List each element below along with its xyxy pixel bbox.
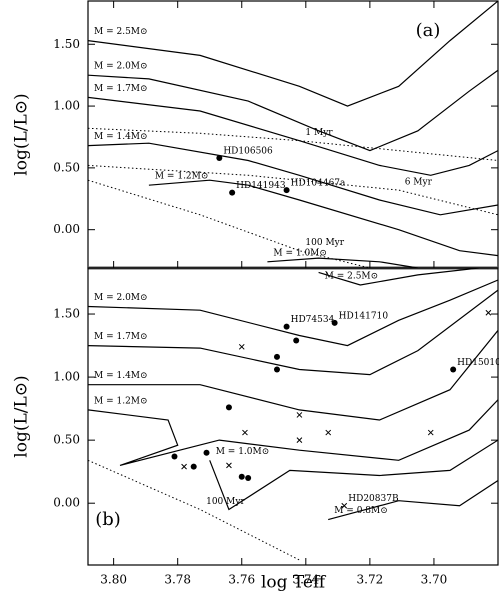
y-tick-label: 0.00 (53, 496, 80, 510)
star-point (225, 404, 232, 411)
track (88, 69, 498, 152)
track-label: M = 1.7M⊙ (94, 84, 148, 94)
track (88, 279, 498, 347)
track (88, 96, 498, 176)
track (88, 1, 498, 107)
isochrone-label: 6 Myr (405, 178, 433, 188)
isochrone (88, 179, 371, 268)
x-tick-label: 3.76 (228, 573, 255, 587)
star-label: HD74534 (291, 315, 335, 325)
track-label: M = 1.4M⊙ (94, 132, 148, 142)
track-label: M = 2.0M⊙ (94, 62, 148, 72)
star-cross (325, 429, 332, 436)
star-label: HD20837B (348, 494, 399, 504)
star-cross (485, 309, 492, 316)
track-label: M = 1.4M⊙ (94, 371, 148, 381)
track-label: M = 1.0M⊙ (273, 248, 327, 258)
y-tick-label: 1.50 (53, 37, 80, 51)
star-point (273, 366, 280, 373)
star-cross (238, 343, 245, 350)
star-label: HD106506 (223, 146, 273, 156)
x-tick-label: 3.78 (164, 573, 191, 587)
panel-label: (a) (416, 20, 441, 41)
track (267, 257, 418, 268)
y-tick-label: 1.50 (53, 307, 80, 321)
track-label: M = 1.7M⊙ (94, 332, 148, 342)
track (88, 330, 498, 421)
star-cross (296, 412, 303, 418)
y-tick-label: 0.00 (53, 222, 80, 236)
star-point (450, 366, 457, 373)
star-cross (242, 429, 248, 436)
y-tick-label: 0.50 (53, 433, 80, 447)
panel-label: (b) (95, 509, 121, 530)
isochrone-label: 1 Myr (305, 128, 333, 138)
track-label: M = 2.5M⊙ (94, 27, 148, 37)
star-point (216, 154, 223, 161)
star-point (293, 337, 300, 344)
star-point (283, 323, 290, 330)
track-label: M = 1.2M⊙ (94, 396, 148, 406)
isochrone (88, 459, 300, 561)
star-label: HD141943 (236, 181, 286, 191)
y-tick-label: 0.50 (53, 160, 80, 174)
x-tick-label: 3.74 (292, 573, 319, 587)
star-point (190, 463, 197, 470)
star-point (273, 353, 280, 360)
track-label: M = 2.5M⊙ (325, 272, 379, 282)
x-tick-label: 3.80 (100, 573, 127, 587)
isochrone-label: 100 Myr (305, 238, 344, 248)
star-point (203, 449, 210, 456)
star-cross (181, 463, 187, 470)
track-label: M = 0.8M⊙ (334, 506, 388, 516)
star-point (171, 453, 178, 460)
star-point (238, 473, 245, 480)
star-cross (296, 437, 303, 443)
track (88, 289, 498, 376)
star-label: HD104467a (291, 179, 346, 189)
track-label: M = 1.0M⊙ (216, 447, 270, 457)
star-cross (427, 429, 434, 436)
plot-frame (87, 267, 499, 566)
isochrone (88, 164, 498, 216)
isochrone-label: 100 Myr (206, 497, 245, 507)
x-axis-label: log Teff (261, 573, 327, 593)
isochrone (88, 127, 498, 161)
star-point (331, 319, 338, 326)
track (209, 439, 498, 511)
y-axis-label: log(L/L⊙) (12, 93, 32, 175)
star-cross (226, 462, 232, 469)
star-label: HD141710 (339, 311, 389, 321)
x-tick-label: 3.70 (421, 573, 448, 587)
track (88, 142, 498, 216)
track (148, 179, 498, 257)
star-cross (341, 502, 348, 509)
star-point (283, 187, 290, 194)
track (328, 479, 498, 521)
star-label: HD150108 (457, 358, 499, 368)
track-label: M = 2.0M⊙ (94, 293, 148, 303)
track-label: M = 1.2M⊙ (155, 172, 209, 182)
y-axis-label: log(L/L⊙) (12, 375, 32, 457)
y-tick-label: 1.00 (53, 99, 80, 113)
star-point (245, 474, 252, 481)
x-tick-label: 3.72 (357, 573, 384, 587)
star-point (229, 189, 236, 196)
y-tick-label: 1.00 (53, 370, 80, 384)
track (318, 268, 479, 286)
plot-frame (87, 0, 499, 269)
track (88, 399, 498, 466)
